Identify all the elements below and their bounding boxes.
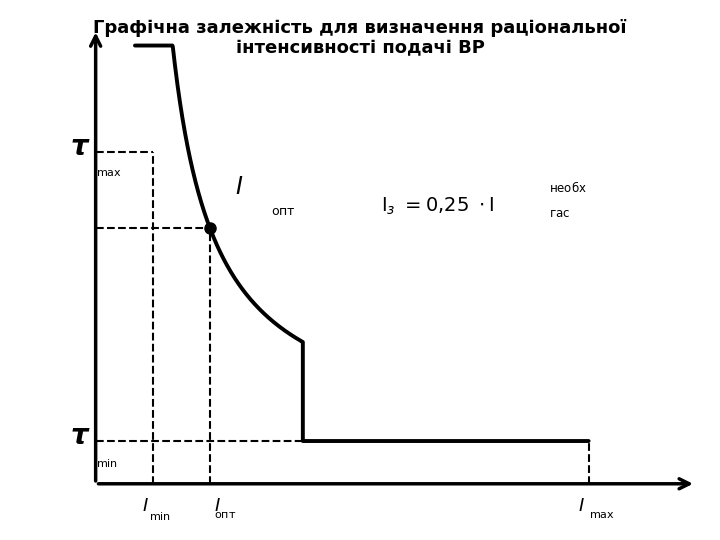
Text: $\boldsymbol{\tau}$: $\boldsymbol{\tau}$ — [70, 133, 91, 161]
Text: $\boldsymbol{\tau}$: $\boldsymbol{\tau}$ — [70, 422, 91, 450]
Text: Графічна залежність для визначення раціональної
інтенсивності подачі ВР: Графічна залежність для визначення раціо… — [93, 19, 627, 58]
Text: $\mathrm{опт}$: $\mathrm{опт}$ — [271, 205, 295, 218]
Text: $\mathrm{max}$: $\mathrm{max}$ — [96, 168, 122, 178]
Text: $I$: $I$ — [143, 497, 149, 515]
Text: $\mathrm{необх}$: $\mathrm{необх}$ — [549, 180, 588, 194]
Text: $\mathrm{I}_з\ =0{,}25\ \cdot\mathrm{I}$: $\mathrm{I}_з\ =0{,}25\ \cdot\mathrm{I}$ — [382, 195, 495, 217]
Text: $\mathrm{max}$: $\mathrm{max}$ — [589, 510, 614, 521]
Text: $\mathrm{опт}$: $\mathrm{опт}$ — [214, 510, 236, 521]
Text: $I$: $I$ — [235, 175, 243, 199]
Text: $I$: $I$ — [578, 497, 585, 515]
Text: $\mathrm{min}$: $\mathrm{min}$ — [149, 510, 171, 523]
Text: $I$: $I$ — [214, 497, 220, 515]
Text: $\mathrm{min}$: $\mathrm{min}$ — [96, 457, 117, 469]
Text: $\mathrm{гас}$: $\mathrm{гас}$ — [549, 207, 570, 220]
